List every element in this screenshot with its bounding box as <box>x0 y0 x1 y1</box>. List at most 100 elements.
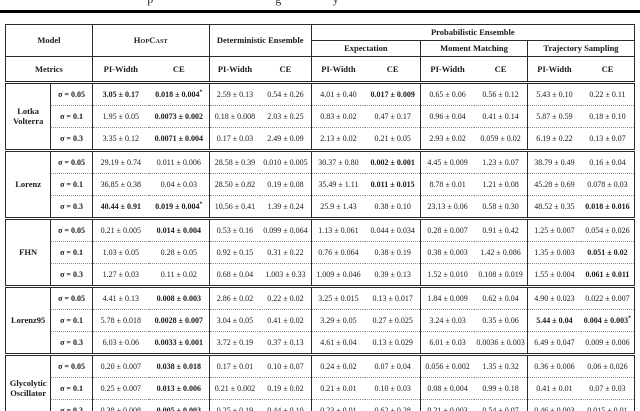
value-text: 0.019 ± 0.004 <box>155 201 200 211</box>
value-text: 0.051 ± 0.02 <box>587 247 628 257</box>
value-cell: 0.011 ± 0.015 <box>365 173 421 196</box>
value-text: 0.07 ± 0.04 <box>374 361 411 371</box>
data-row: σ = 0.1 1.03 ± 0.05 0.28 ± 0.05 0.92 ± 0.15… <box>6 241 635 264</box>
value-text: 36.85 ± 0.38 <box>100 179 142 189</box>
results-table-wrap: Model HopCast Deterministic Ensemble Pro… <box>0 13 640 411</box>
value-text: 0.76 ± 0.064 <box>318 247 359 257</box>
value-cell: 0.010 ± 0.005 <box>260 149 312 174</box>
value-cell: 0.044 ± 0.034 <box>365 217 421 242</box>
header-pi-width: PI-Width <box>526 56 581 83</box>
value-cell: 0.0071 ± 0.004 <box>148 127 210 151</box>
value-cell: 0.54 ± 0.26 <box>260 83 311 106</box>
value-cell: 0.19 ± 0.02 <box>260 377 312 400</box>
value-text: 0.23 ± 0.01 <box>320 405 357 411</box>
model-name: Lorenz95 <box>5 285 51 355</box>
value-text: 0.014 ± 0.004 <box>156 225 202 235</box>
value-text: 0.010 ± 0.005 <box>263 157 308 167</box>
value-text: 0.92 ± 0.15 <box>216 247 254 257</box>
value-text: 1.39 ± 0.24 <box>267 201 304 211</box>
value-text: 1.52 ± 0.010 <box>427 269 468 279</box>
value-cell: 35.49 ± 1.11 <box>310 173 366 196</box>
value-text: 1.95 ± 0.05 <box>102 111 140 121</box>
header-metrics: Metrics <box>5 56 93 83</box>
value-text: 5.43 ± 0.10 <box>536 89 573 99</box>
value-cell: 0.013 ± 0.006 <box>148 377 210 400</box>
sigma-label: σ = 0.05 <box>50 353 93 378</box>
value-cell: 0.108 ± 0.019 <box>474 263 528 287</box>
value-cell: 1.27 ± 0.03 <box>91 263 149 287</box>
value-text: 0.27 ± 0.025 <box>372 315 413 325</box>
value-cell: 0.06 ± 0.026 <box>580 353 635 378</box>
value-text: 0.46 ± 0.003 <box>534 405 575 411</box>
value-cell: 0.24 ± 0.02 <box>310 353 366 378</box>
value-cell: 0.18 ± 0.008 <box>208 105 261 128</box>
value-cell: 4.61 ± 0.04 <box>310 331 366 355</box>
value-text: 25.9 ± 1.43 <box>320 201 357 211</box>
value-cell: 0.53 ± 0.16 <box>208 217 261 242</box>
value-cell: 0.009 ± 0.006 <box>580 331 635 355</box>
value-cell: 0.21 ± 0.01 <box>310 377 366 400</box>
value-cell: 0.10 ± 0.03 <box>365 377 421 400</box>
value-text: 6.01 ± 0.03 <box>429 337 466 347</box>
value-text: 4.90 ± 0.023 <box>534 293 575 303</box>
value-text: 0.06 ± 0.026 <box>587 361 628 371</box>
sigma-label: σ = 0.1 <box>50 309 93 332</box>
value-text: 38.79 ± 0.49 <box>534 157 575 167</box>
value-cell: 0.017 ± 0.009 <box>365 83 420 106</box>
value-cell: 0.0036 ± 0.003 <box>474 331 528 355</box>
value-cell: 0.04 ± 0.03 <box>148 173 210 196</box>
sigma-label: σ = 0.1 <box>50 241 93 264</box>
value-cell: 0.038 ± 0.018 <box>148 353 210 378</box>
model-name: FHN <box>5 217 51 287</box>
value-cell: 0.41 ± 0.14 <box>474 105 528 128</box>
header-ce: CE <box>365 56 421 83</box>
value-cell: 0.19 ± 0.08 <box>260 173 312 196</box>
value-cell: 0.022 ± 0.007 <box>580 285 635 310</box>
value-cell: 0.25 ± 0.19 <box>208 399 261 411</box>
value-cell: 1.55 ± 0.004 <box>526 263 581 287</box>
value-cell: 0.58 ± 0.30 <box>474 195 528 219</box>
value-cell: 3.35 ± 0.12 <box>91 127 149 151</box>
value-text: 0.017 ± 0.009 <box>370 89 415 99</box>
significance-star: * <box>628 314 632 321</box>
value-cell: 0.078 ± 0.03 <box>580 173 635 196</box>
value-text: 10.56 ± 0.41 <box>214 201 256 211</box>
value-text: 1.27 ± 0.03 <box>102 269 140 279</box>
value-text: 0.53 ± 0.16 <box>216 225 254 235</box>
value-cell: 0.47 ± 0.17 <box>365 105 421 128</box>
value-text: 0.36 ± 0.006 <box>534 361 575 371</box>
value-cell: 8.78 ± 0.01 <box>420 173 475 196</box>
value-cell: 0.08 ± 0.004 <box>420 377 475 400</box>
value-cell: 0.13 ± 0.07 <box>580 127 635 151</box>
value-text: 1.009 ± 0.046 <box>316 269 361 279</box>
header-model: Model <box>37 35 61 46</box>
value-text: 0.96 ± 0.04 <box>429 111 466 121</box>
data-row: Glycolytic Oscillator σ = 0.05 0.20 ± 0.00… <box>5 353 635 411</box>
value-cell: 1.003 ± 0.33 <box>260 263 312 287</box>
value-text: 0.002 ± 0.001 <box>370 157 415 167</box>
value-text: 0.061 ± 0.011 <box>585 269 630 279</box>
value-text: 0.38 ± 0.19 <box>374 247 411 257</box>
value-cell: 0.41 ± 0.01 <box>526 377 581 400</box>
value-cell: 0.21 ± 0.05 <box>365 127 421 151</box>
value-text: 6.03 ± 0.06 <box>102 337 140 347</box>
value-cell: 0.65 ± 0.06 <box>420 82 475 106</box>
value-cell: 0.31 ± 0.22 <box>260 241 312 264</box>
value-text: 0.011 ± 0.006 <box>156 157 201 167</box>
value-cell: 4.45 ± 0.009 <box>420 149 475 174</box>
value-cell: 0.17 ± 0.01 <box>208 353 261 378</box>
value-cell: 0.015 ± 0.01 <box>580 399 635 411</box>
value-cell: 40.44 ± 0.91 <box>91 195 149 219</box>
value-cell: 2.49 ± 0.09 <box>260 127 312 151</box>
value-cell: 0.18 ± 0.10 <box>580 105 635 128</box>
value-text: 5.78 ± 0.018 <box>100 315 142 325</box>
header-ce: CE <box>474 56 528 83</box>
data-row: σ = 0.3 1.27 ± 0.03 0.11 ± 0.02 0.68 ± 0.04… <box>6 263 635 287</box>
value-text: 45.28 ± 0.69 <box>534 179 575 189</box>
value-text: 0.13 ± 0.07 <box>589 133 626 143</box>
value-text: 0.62 ± 0.04 <box>482 293 519 303</box>
value-text: 0.68 ± 0.04 <box>216 269 254 279</box>
header-trajectory-sampling: Trajectory Sampling <box>526 40 635 57</box>
value-text: 0.18 ± 0.008 <box>214 111 256 121</box>
data-row: σ = 0.3 0.38 ± 0.008 0.005 ± 0.003 0.25 ± 0… <box>6 399 635 411</box>
